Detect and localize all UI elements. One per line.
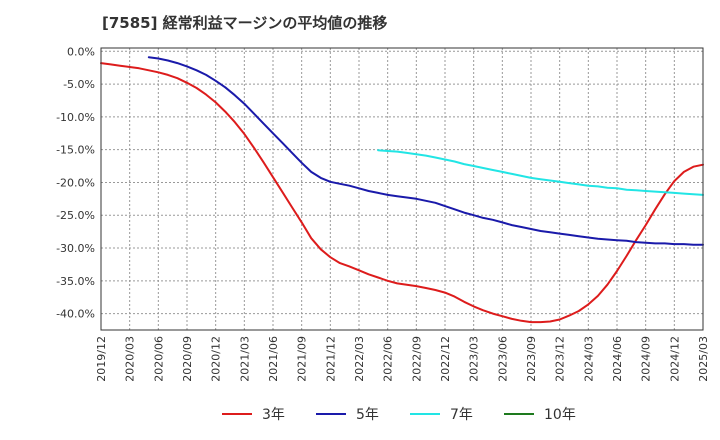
y-tick-label: -5.0% [63,78,95,91]
x-tick-label: 2020/03 [124,336,137,382]
y-tick-label: 0.0% [67,45,95,58]
legend-swatch [504,413,534,415]
x-tick-label: 2021/06 [267,336,280,382]
x-tick-label: 2022/12 [439,336,452,382]
y-tick-label: -15.0% [56,144,95,157]
series-line-1 [147,56,704,246]
y-tick-label: -25.0% [56,209,95,222]
x-tick-label: 2021/12 [324,336,337,382]
chart-title: [7585] 経常利益マージンの平均値の推移 [102,14,388,32]
y-tick-label: -30.0% [56,242,95,255]
legend-swatch [410,413,440,415]
y-tick-label: -35.0% [56,275,95,288]
x-tick-label: 2020/06 [152,336,165,382]
x-tick-label: 2024/03 [582,336,595,382]
plot-frame [100,47,704,331]
legend-label: 7年 [450,407,473,423]
x-tick-label: 2021/09 [296,336,309,382]
x-tick-label: 2021/03 [238,336,251,382]
series-line-0 [100,62,704,324]
y-tick-label: -20.0% [56,176,95,189]
series-line-2 [377,149,704,196]
x-tick-label: 2025/03 [697,336,710,382]
legend-label: 5年 [356,407,379,423]
legend-label: 10年 [544,407,576,423]
legend-label: 3年 [262,407,285,423]
x-tick-label: 2024/06 [611,336,624,382]
legend-swatch [316,413,346,415]
x-tick-label: 2024/09 [640,336,653,382]
legend-item: 10年 [504,402,576,426]
x-tick-label: 2024/12 [668,336,681,382]
x-tick-label: 2023/06 [496,336,509,382]
x-tick-label: 2020/12 [210,336,223,382]
legend-swatch [222,413,252,415]
legend-item: 5年 [316,402,379,426]
chart-legend: 3年 5年 7年 10年 [0,402,720,426]
x-tick-label: 2019/12 [95,336,108,382]
y-tick-label: -10.0% [56,111,95,124]
x-tick-label: 2023/09 [525,336,538,382]
x-tick-label: 2023/03 [468,336,481,382]
legend-item: 3年 [222,402,285,426]
x-tick-label: 2022/03 [353,336,366,382]
x-tick-label: 2022/09 [410,336,423,382]
x-tick-label: 2020/09 [181,336,194,382]
y-tick-label: -40.0% [56,308,95,321]
x-tick-label: 2022/06 [382,336,395,382]
legend-item: 7年 [410,402,473,426]
x-tick-label: 2023/12 [554,336,567,382]
